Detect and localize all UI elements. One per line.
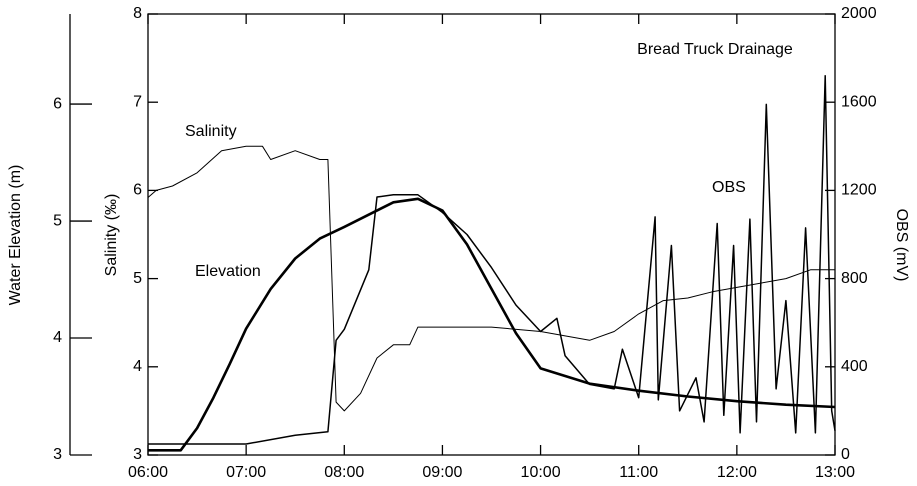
y-tick-label: 5	[133, 270, 142, 287]
y-axis-title: Salinity (‰)	[103, 194, 120, 277]
y3-tick-label: 5	[53, 212, 62, 229]
y2-tick-label: 1200	[841, 182, 877, 199]
x-tick-label: 10:00	[521, 464, 561, 481]
plot-frame	[147, 13, 836, 456]
y2-tick-label: 800	[841, 270, 868, 287]
series-label: Salinity	[185, 123, 237, 140]
series-line	[147, 145, 835, 412]
y2-axis-title: OBS (mV)	[893, 209, 910, 282]
x-tick-label: 11:00	[619, 464, 658, 481]
y2-tick-label: 400	[841, 358, 868, 375]
y-tick-label: 3	[133, 446, 142, 463]
x-tick-label: 06:00	[128, 464, 168, 481]
y2-tick-label: 2000	[841, 5, 877, 22]
y3-tick-label: 6	[53, 95, 62, 112]
series-label: OBS	[712, 179, 746, 196]
x-tick-label: 13:00	[815, 464, 855, 481]
series-label: Elevation	[195, 263, 261, 280]
y-tick-label: 4	[133, 358, 142, 375]
x-tick-label: 07:00	[226, 464, 266, 481]
chart-title: Bread Truck Drainage	[637, 41, 793, 58]
x-tick-label: 09:00	[422, 464, 462, 481]
x-tick-label: 08:00	[324, 464, 364, 481]
y2-tick-label: 1600	[841, 93, 877, 110]
x-tick-label: 12:00	[717, 464, 757, 481]
series-line	[148, 197, 836, 452]
y2-tick-label: 0	[841, 446, 850, 463]
y-tick-label: 6	[133, 182, 142, 199]
y-tick-label: 7	[133, 93, 142, 110]
y3-tick-label: 3	[53, 446, 62, 463]
y3-axis-title: Water Elevation (m)	[7, 165, 24, 306]
series-line	[148, 74, 836, 445]
y-tick-label: 8	[133, 5, 142, 22]
y3-tick-label: 4	[53, 329, 62, 346]
